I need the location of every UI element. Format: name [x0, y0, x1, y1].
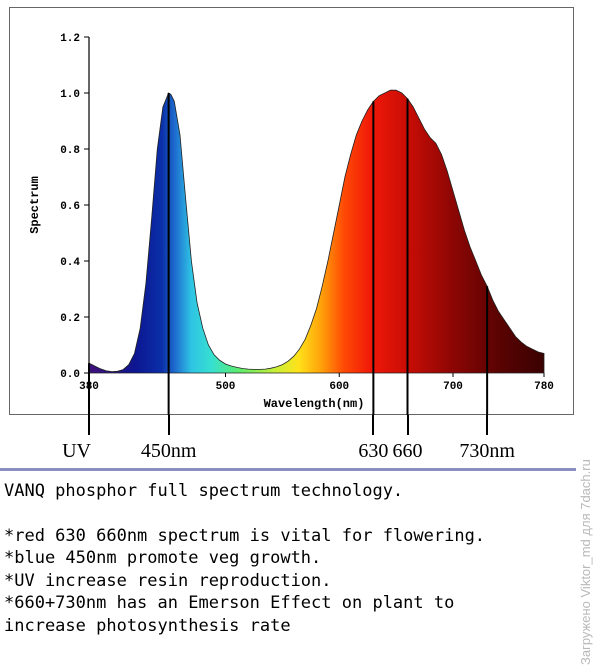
marker-label-red-660: 660 [392, 440, 423, 462]
watermark-text: Загружено Viktor_md для 7dach.ru [578, 459, 593, 665]
x-tick-label: 500 [216, 381, 236, 393]
y-tick-label: 0.6 [60, 201, 80, 213]
x-tick-label: 780 [534, 381, 554, 393]
notes-line-photosynthesis: increase photosynthesis rate [4, 615, 291, 636]
marker-stub-uv [88, 415, 90, 435]
marker-stub-red-630 [372, 415, 375, 435]
spectrum-chart: 0.00.20.40.60.81.01.2 380500600700780 Sp… [9, 7, 574, 415]
y-tick-label: 1.0 [60, 89, 80, 101]
watermark: Загружено Viktor_md для 7dach.ru [578, 410, 598, 670]
y-tick-label: 0.0 [60, 369, 80, 381]
x-axis-label: Wavelength(nm) [264, 397, 365, 411]
notes-text: VANQ phosphor full spectrum technology. … [4, 480, 576, 637]
chart-frame: 0.00.20.40.60.81.01.2 380500600700780 Sp… [9, 7, 574, 415]
marker-stub-far-red-730 [486, 415, 489, 435]
marker-label-blue-450: 450nm [140, 440, 197, 462]
notes-headline: VANQ phosphor full spectrum technology. [4, 481, 404, 501]
x-tick-label: 700 [443, 381, 463, 393]
divider [0, 468, 576, 471]
x-tick-label: 600 [329, 381, 349, 393]
y-tick-label: 1.2 [60, 33, 80, 45]
notes-line-blue: *blue 450nm promote veg growth. [4, 548, 322, 568]
y-tick-label: 0.2 [60, 313, 80, 325]
marker-label-red-630: 630 [358, 440, 389, 462]
marker-stub-blue-450 [167, 415, 170, 435]
y-tick-label: 0.8 [60, 145, 80, 157]
notes-line-emerson: *660+730nm has an Emerson Effect on plan… [4, 593, 455, 613]
marker-label-uv: UV [62, 440, 91, 462]
notes-line-red: *red 630 660nm spectrum is vital for flo… [4, 525, 486, 546]
marker-stub-red-660 [406, 415, 409, 435]
y-tick-label: 0.4 [60, 257, 80, 269]
plot-border [9, 7, 574, 415]
y-axis-label: Spectrum [28, 176, 42, 234]
notes-line-uv: *UV increase resin reproduction. [4, 570, 332, 591]
marker-label-far-red-730: 730nm [459, 440, 515, 462]
spectrum-area [88, 89, 545, 374]
notes-gap [4, 503, 576, 525]
